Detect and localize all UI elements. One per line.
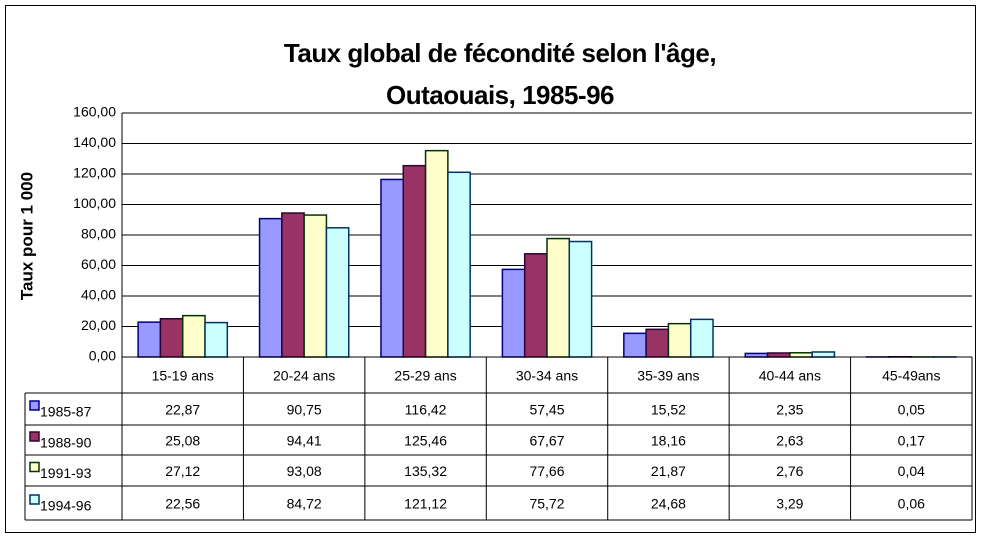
chart-title: Taux global de fécondité selon l'âge, (284, 38, 716, 68)
table-value: 57,45 (529, 402, 564, 418)
legend-label: 1988-90 (40, 435, 92, 451)
legend-swatch (29, 431, 40, 442)
bar (325, 227, 350, 358)
bar (623, 332, 647, 358)
table-value: 75,72 (529, 496, 564, 512)
table-value: 15,52 (651, 402, 686, 418)
bar (501, 268, 526, 358)
x-tick-label: 20-24 ans (273, 368, 335, 384)
legend-label: 1985-87 (40, 404, 92, 420)
table-value: 90,75 (287, 402, 322, 418)
y-axis-label: Taux pour 1 000 (17, 172, 36, 300)
bar (447, 171, 471, 358)
x-tick-label: 30-34 ans (516, 368, 578, 384)
table-value: 0,06 (898, 496, 925, 512)
table-value: 94,41 (287, 433, 322, 449)
table-value: 0,17 (898, 433, 925, 449)
legend-swatch (29, 400, 40, 411)
table-value: 116,42 (405, 402, 447, 418)
bar (281, 212, 305, 358)
chart-subtitle: Outaouais, 1985-96 (386, 80, 614, 110)
bar (204, 321, 229, 358)
legend-label: 1994-96 (40, 498, 92, 514)
bar (744, 352, 769, 358)
table-value: 135,32 (404, 463, 447, 479)
table-value: 121,12 (404, 496, 447, 512)
table-value: 2,63 (776, 433, 803, 449)
bar (159, 318, 184, 358)
table-value: 2,35 (776, 402, 803, 418)
y-tick-label: 0,00 (89, 348, 116, 364)
bar (766, 352, 791, 358)
bar (645, 328, 670, 358)
bar (523, 253, 548, 358)
table-value: 3,29 (776, 496, 803, 512)
table-value: 0,05 (898, 402, 925, 418)
table-value: 125,46 (404, 433, 447, 449)
bar (137, 321, 162, 358)
x-tick-label: 35-39 ans (637, 368, 699, 384)
bar (689, 318, 714, 358)
legend-label: 1991-93 (40, 465, 92, 481)
table-value: 2,76 (776, 463, 803, 479)
y-tick-label: 160,00 (73, 104, 116, 120)
table-value: 27,12 (165, 463, 200, 479)
bar (380, 178, 405, 358)
y-tick-label: 140,00 (73, 134, 116, 150)
y-tick-label: 80,00 (81, 226, 116, 242)
table-value: 67,67 (529, 433, 564, 449)
x-tick-label: 25-29 ans (394, 368, 456, 384)
y-tick-label: 100,00 (73, 195, 116, 211)
bar (789, 352, 813, 358)
x-tick-label: 45-49ans (882, 368, 940, 384)
table-value: 84,72 (287, 496, 322, 512)
bar (811, 351, 836, 358)
legend-swatch (29, 461, 40, 473)
y-tick-label: 120,00 (73, 165, 116, 181)
table-value: 22,56 (165, 496, 200, 512)
bar (258, 217, 283, 358)
bar (424, 149, 449, 358)
table-value: 93,08 (287, 463, 322, 479)
bar (546, 237, 571, 358)
table-value: 25,08 (165, 433, 200, 449)
table-value: 22,87 (165, 402, 200, 418)
bar (667, 322, 692, 358)
table-value: 77,66 (529, 463, 564, 479)
bar (568, 240, 593, 358)
y-tick-label: 60,00 (81, 256, 116, 272)
x-tick-label: 15-19 ans (152, 368, 214, 384)
bar (181, 314, 206, 358)
x-tick-label: 40-44 ans (759, 368, 821, 384)
y-tick-label: 20,00 (81, 317, 116, 333)
bar (402, 164, 427, 358)
bar (303, 214, 328, 358)
legend-swatch (29, 494, 40, 505)
table-value: 24,68 (651, 496, 686, 512)
table-value: 0,04 (898, 463, 925, 479)
table-value: 18,16 (651, 433, 686, 449)
chart-border (5, 5, 976, 533)
table-value: 21,87 (651, 463, 686, 479)
y-tick-label: 40,00 (81, 287, 116, 303)
